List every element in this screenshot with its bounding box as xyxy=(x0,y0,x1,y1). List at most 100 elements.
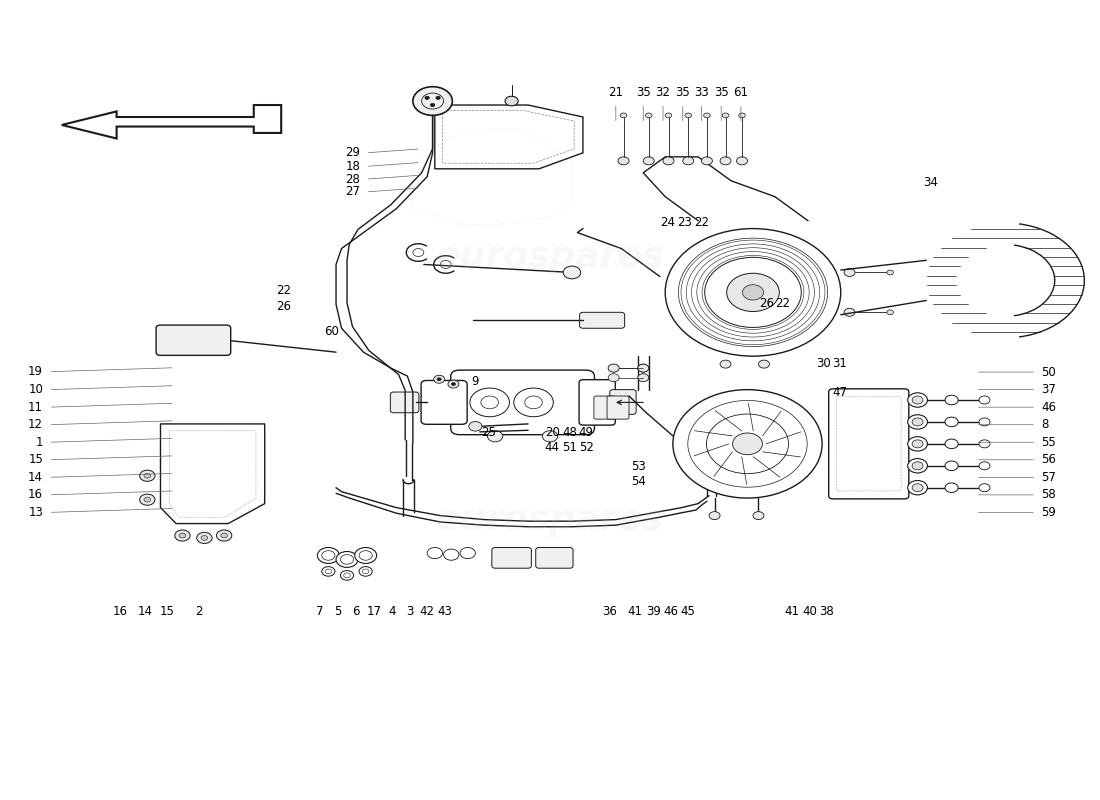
Circle shape xyxy=(201,535,208,540)
Circle shape xyxy=(197,532,212,543)
Text: 22: 22 xyxy=(694,216,708,229)
Text: 47: 47 xyxy=(833,386,847,398)
Text: 32: 32 xyxy=(656,86,671,99)
FancyBboxPatch shape xyxy=(609,390,636,414)
Circle shape xyxy=(733,433,762,454)
Text: 22: 22 xyxy=(276,284,292,298)
Text: eurospares: eurospares xyxy=(436,502,664,537)
Text: 24: 24 xyxy=(660,216,675,229)
Circle shape xyxy=(945,417,958,426)
Circle shape xyxy=(666,113,672,118)
Polygon shape xyxy=(434,105,583,169)
Circle shape xyxy=(433,375,444,383)
Circle shape xyxy=(412,249,424,257)
Circle shape xyxy=(908,458,927,473)
Circle shape xyxy=(979,462,990,470)
Text: 9: 9 xyxy=(471,375,478,388)
Text: 7: 7 xyxy=(316,605,323,618)
Text: 12: 12 xyxy=(29,418,43,431)
Text: 33: 33 xyxy=(694,86,708,99)
Circle shape xyxy=(440,261,451,269)
Circle shape xyxy=(425,96,429,99)
Text: 44: 44 xyxy=(544,441,560,454)
Text: 11: 11 xyxy=(29,401,43,414)
Text: 10: 10 xyxy=(29,383,43,396)
Text: 6: 6 xyxy=(352,605,360,618)
Circle shape xyxy=(487,430,503,442)
Circle shape xyxy=(912,484,923,492)
FancyBboxPatch shape xyxy=(421,381,468,424)
FancyBboxPatch shape xyxy=(828,389,909,499)
Text: 15: 15 xyxy=(160,605,175,618)
Text: 45: 45 xyxy=(681,605,695,618)
Circle shape xyxy=(427,547,442,558)
Circle shape xyxy=(685,113,692,118)
Circle shape xyxy=(430,103,434,106)
Text: 20: 20 xyxy=(544,426,560,439)
Text: 13: 13 xyxy=(29,506,43,519)
Text: 8: 8 xyxy=(1042,418,1049,431)
Text: 28: 28 xyxy=(345,173,360,186)
Circle shape xyxy=(702,157,713,165)
Circle shape xyxy=(754,512,764,519)
Circle shape xyxy=(646,113,652,118)
Text: 49: 49 xyxy=(579,426,594,439)
Text: 5: 5 xyxy=(334,605,342,618)
Text: 16: 16 xyxy=(29,488,43,502)
Circle shape xyxy=(448,380,459,388)
Polygon shape xyxy=(161,424,265,523)
Circle shape xyxy=(704,113,711,118)
Text: 22: 22 xyxy=(776,297,790,310)
Circle shape xyxy=(742,285,763,300)
Circle shape xyxy=(945,439,958,449)
Text: 35: 35 xyxy=(675,86,690,99)
FancyBboxPatch shape xyxy=(451,370,594,434)
Circle shape xyxy=(912,396,923,404)
Circle shape xyxy=(620,113,627,118)
Circle shape xyxy=(737,157,748,165)
Text: 38: 38 xyxy=(820,605,834,618)
Circle shape xyxy=(979,396,990,404)
Text: 27: 27 xyxy=(345,186,360,198)
Circle shape xyxy=(359,566,372,576)
Circle shape xyxy=(618,157,629,165)
Circle shape xyxy=(322,566,334,576)
Text: 56: 56 xyxy=(1042,454,1056,466)
Text: 51: 51 xyxy=(562,441,578,454)
Circle shape xyxy=(912,440,923,448)
Text: 55: 55 xyxy=(1042,436,1056,449)
Circle shape xyxy=(945,395,958,405)
Circle shape xyxy=(945,483,958,493)
Text: 35: 35 xyxy=(714,86,728,99)
Text: 21: 21 xyxy=(608,86,624,99)
FancyBboxPatch shape xyxy=(607,396,629,419)
Circle shape xyxy=(759,360,769,368)
Circle shape xyxy=(979,484,990,492)
Circle shape xyxy=(723,113,729,118)
Text: 25: 25 xyxy=(482,426,496,439)
Circle shape xyxy=(437,378,441,381)
FancyBboxPatch shape xyxy=(579,380,615,425)
Text: 19: 19 xyxy=(29,365,43,378)
Text: 1: 1 xyxy=(35,436,43,449)
Text: 3: 3 xyxy=(406,605,414,618)
Circle shape xyxy=(505,96,518,106)
Text: 18: 18 xyxy=(345,160,360,173)
Text: 14: 14 xyxy=(29,471,43,484)
FancyBboxPatch shape xyxy=(156,325,231,355)
Text: 26: 26 xyxy=(276,300,292,314)
Text: 60: 60 xyxy=(324,325,339,338)
Circle shape xyxy=(739,113,746,118)
Circle shape xyxy=(179,533,186,538)
FancyBboxPatch shape xyxy=(580,312,625,328)
Text: 39: 39 xyxy=(646,605,661,618)
Circle shape xyxy=(354,547,376,563)
Circle shape xyxy=(720,360,732,368)
Circle shape xyxy=(451,382,455,386)
Text: 2: 2 xyxy=(195,605,202,618)
Circle shape xyxy=(221,533,228,538)
Circle shape xyxy=(542,430,558,442)
Text: 41: 41 xyxy=(627,605,642,618)
Circle shape xyxy=(436,96,440,99)
Circle shape xyxy=(912,418,923,426)
